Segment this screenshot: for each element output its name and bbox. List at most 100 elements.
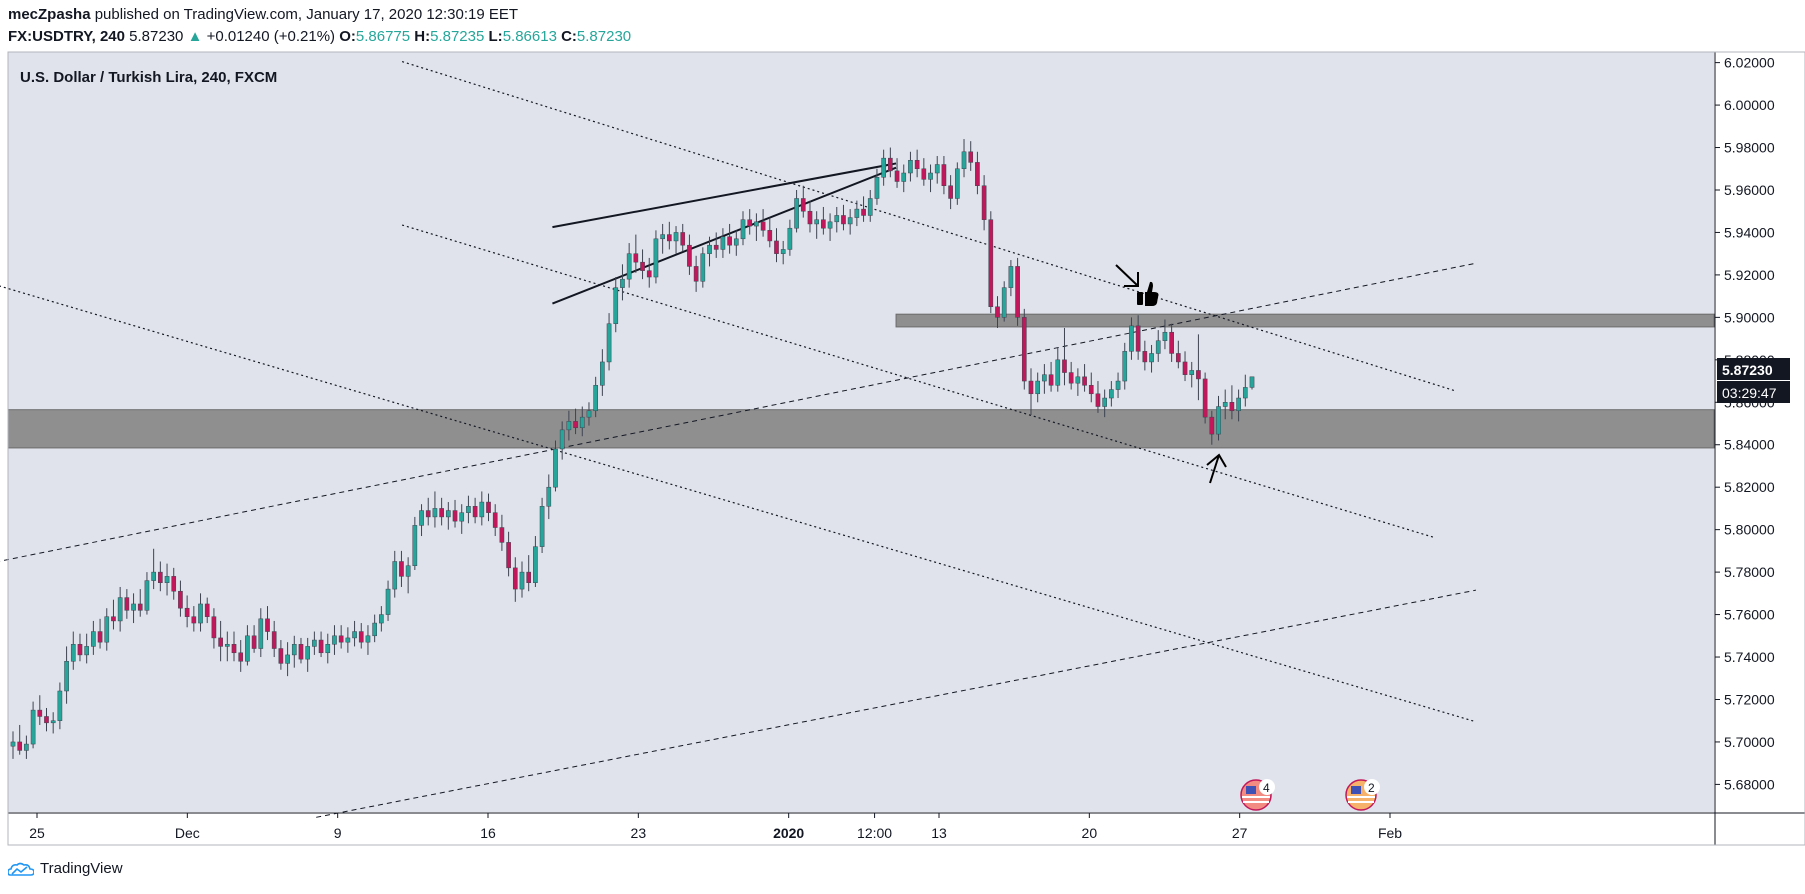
candle [754,213,759,241]
candle [372,614,377,643]
candle [1236,389,1241,422]
candle [760,209,766,237]
open-value: 5.86775 [355,28,411,45]
publish-info: mecZpasha published on TradingView.com, … [8,6,518,23]
candle [579,406,585,437]
candle [713,232,719,258]
candle [184,595,190,628]
candle [178,580,183,617]
y-tick-label: 5.78000 [1724,564,1775,580]
candle [780,240,786,265]
x-tick-label: 13 [931,825,947,841]
candle [995,296,1000,328]
candle [97,618,103,649]
candle [626,243,632,288]
candle [506,531,511,577]
candle [164,563,170,596]
candle [1082,364,1087,392]
candle [1095,381,1101,413]
symbol-info: FX:USDTRY, 240 5.87230 ▲ +0.01240 (+0.21… [8,28,631,45]
wedge-upper [552,162,897,229]
candle [1222,389,1228,420]
candle [981,175,987,231]
candle [1001,281,1007,322]
x-tick-label: 9 [334,825,342,841]
candle [318,631,324,658]
candle [124,589,130,619]
candle [432,491,438,528]
candle [1189,361,1195,388]
candle [251,625,257,653]
candle [573,408,578,435]
axes-layer [7,51,1805,846]
candle [271,620,277,658]
y-tick-label: 5.84000 [1724,437,1775,453]
x-axis-labels: 25 Dec 9 16 23 2020 12:00 13 20 27 Feb [29,813,1402,841]
author-name[interactable]: mecZpasha [8,6,91,23]
x-tick-label: 12:00 [857,825,892,841]
candle [988,211,994,314]
candle [445,502,451,530]
candle [44,707,49,732]
event-badge-1[interactable]: 4 [1240,779,1275,811]
candle [620,264,625,301]
candle [479,491,485,526]
y-tick-label: 6.00000 [1724,97,1775,113]
candle [687,234,692,275]
candle [667,221,672,250]
tradingview-branding[interactable]: TradingView [8,860,123,877]
close-value: 5.87230 [576,28,632,45]
candle [874,168,880,205]
y-tick-label: 5.70000 [1724,734,1775,750]
candle [646,257,652,288]
event-count-1: 4 [1263,781,1270,795]
candle [1209,410,1215,445]
candle [707,236,712,267]
candle [546,474,552,520]
last-price: 5.87230 [129,28,184,45]
y-tick-label: 5.94000 [1724,224,1775,240]
candle [1129,317,1134,360]
candle [1169,323,1174,362]
candle [452,499,458,528]
y-tick-label: 5.68000 [1724,776,1775,792]
candle [385,580,391,621]
candle [934,156,940,184]
candle [794,189,799,233]
candle [747,209,753,235]
candle [1015,257,1020,326]
candles-layer [10,139,1255,759]
candle [888,147,893,178]
candle [767,217,773,248]
candle [1176,340,1181,369]
candle [1115,372,1121,399]
candle [1155,330,1161,362]
candle [1008,260,1014,297]
candle [472,497,478,524]
candle [352,620,357,647]
event-badge-2[interactable]: 2 [1345,779,1380,811]
event-count-2: 2 [1368,781,1375,795]
candle [285,642,290,677]
candle [653,230,659,284]
candle [660,223,665,254]
candle [332,625,337,655]
candle [399,550,404,587]
candle [91,620,96,655]
candle [365,625,371,655]
candle [298,637,304,664]
candle [539,497,545,554]
candle [104,608,110,651]
y-tick-label: 5.76000 [1724,607,1775,623]
candle [827,213,833,241]
support-zone [7,409,1715,449]
candle [131,593,136,624]
candle [867,189,873,222]
candle [30,701,36,749]
candle [466,495,471,524]
candle [941,156,947,195]
candle [1035,372,1041,403]
x-tick-label: 27 [1232,825,1248,841]
candle [834,206,840,233]
